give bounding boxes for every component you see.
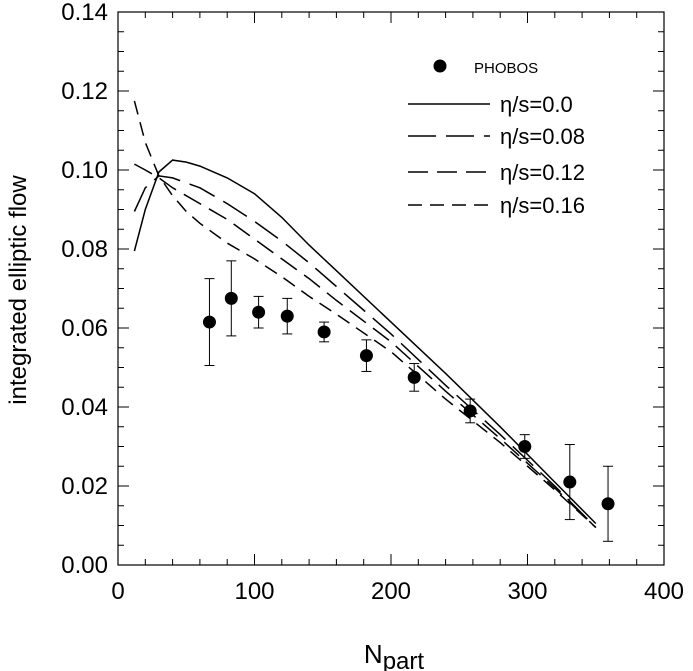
x-axis-title: Npart: [364, 639, 424, 671]
model-curves: [133, 100, 597, 529]
plot-frame: [117, 11, 665, 566]
y-tick-label: 0.08: [61, 236, 108, 263]
y-axis-title: integrated elliptic flow: [5, 175, 32, 405]
axes: 0 100 200 300 400 0.00 0.02 0.04 0.06 0.08 0.10 0.1…: [61, 0, 684, 605]
data-point: [601, 497, 615, 511]
data-point: [518, 440, 532, 453]
x-tick-label: 200: [371, 578, 411, 605]
data-point: [359, 349, 373, 363]
x-axis-title-main: N: [364, 639, 383, 669]
x-tick-label: 100: [234, 578, 274, 605]
series-line-3: [134, 163, 597, 529]
series-line-1: [133, 159, 597, 525]
legend: PHOBOS η/s=0.0 η/s=0.08 η/s=0.12 η/s=0.16: [408, 59, 585, 218]
legend-label-phobos: PHOBOS: [474, 60, 538, 77]
series-line-4: [133, 100, 597, 529]
data-point: [252, 305, 266, 319]
legend-marker-phobos: [433, 59, 447, 73]
legend-label-3: η/s=0.12: [500, 160, 585, 185]
y-tick-label: 0.10: [61, 157, 108, 184]
data-point: [563, 475, 577, 489]
y-tick-label: 0.00: [61, 552, 108, 579]
y-tick-label: 0.02: [61, 473, 108, 500]
x-tick-label: 0: [111, 578, 124, 605]
series-line-2: [133, 175, 597, 529]
y-tick-label: 0.12: [61, 78, 108, 105]
x-axis-title-sub: part: [383, 648, 425, 671]
legend-label-2: η/s=0.08: [500, 124, 585, 149]
data-point: [280, 309, 294, 323]
phobos-data-points: [202, 260, 615, 542]
y-tick-label: 0.06: [61, 315, 108, 342]
data-point: [224, 291, 238, 305]
y-tick-label: 0.04: [61, 394, 108, 421]
data-point: [202, 315, 216, 329]
x-tick-label: 300: [507, 578, 547, 605]
data-point: [317, 325, 331, 339]
y-tick-label: 0.14: [61, 0, 108, 26]
data-point: [407, 370, 421, 384]
data-point: [463, 404, 477, 418]
legend-label-4: η/s=0.16: [500, 193, 585, 218]
legend-label-1: η/s=0.0: [500, 92, 573, 117]
x-tick-label: 400: [644, 578, 684, 605]
